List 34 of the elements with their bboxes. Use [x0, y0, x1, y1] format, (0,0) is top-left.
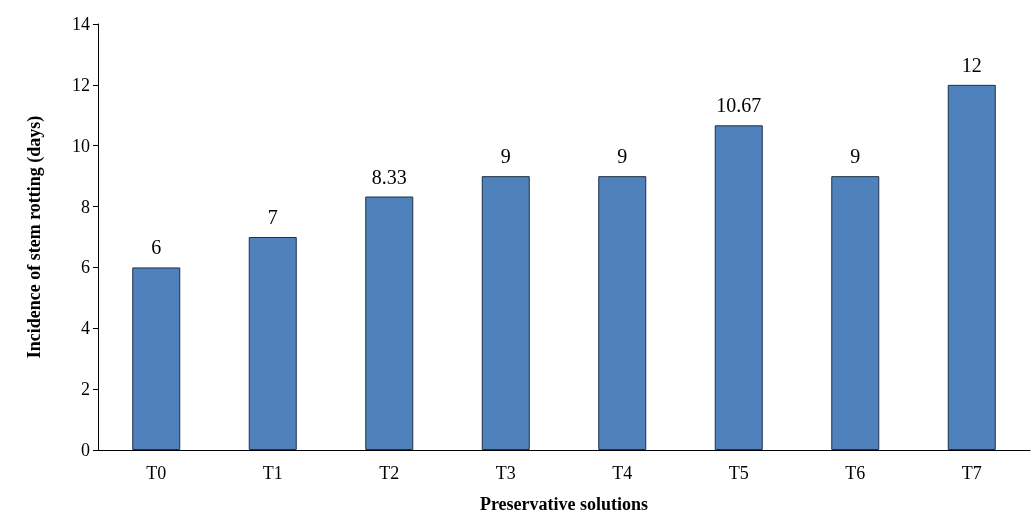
y-tick-label: 2	[81, 379, 90, 400]
bar	[598, 176, 647, 450]
bar	[947, 84, 996, 450]
bar	[365, 196, 414, 450]
data-label: 9	[850, 145, 861, 168]
data-label: 7	[267, 206, 278, 228]
y-tick-label: 6	[81, 257, 90, 278]
y-tick-label: 12	[72, 74, 90, 95]
data-label: 10.67	[716, 94, 762, 117]
x-tick-label: T4	[612, 463, 633, 483]
bar	[481, 176, 530, 450]
data-label: 9	[500, 145, 511, 168]
y-tick-label: 10	[72, 135, 90, 156]
x-tick-label: T6	[845, 463, 866, 483]
x-tick-label: T1	[262, 463, 283, 483]
bar	[132, 267, 181, 450]
data-label: 9	[617, 145, 628, 168]
data-label: 6	[151, 236, 162, 259]
data-label: 8.33	[371, 165, 407, 188]
bar	[248, 237, 297, 450]
bar	[831, 176, 880, 450]
x-tick-label: T2	[379, 463, 400, 483]
x-tick-label: T3	[495, 463, 516, 483]
x-tick-label: T7	[961, 463, 982, 483]
y-tick-label: 14	[72, 14, 90, 34]
y-tick-label: 4	[81, 318, 90, 339]
data-label: 12	[961, 53, 982, 76]
y-tick-label: 0	[81, 440, 90, 460]
x-tick-label: T5	[728, 463, 749, 483]
x-axis-title: Preservative solutions	[479, 494, 649, 514]
y-axis-title: Incidence of stem rotting (days)	[24, 115, 45, 359]
y-tick-label: 8	[81, 196, 90, 217]
bar	[714, 125, 763, 450]
x-tick-label: T0	[146, 463, 167, 483]
